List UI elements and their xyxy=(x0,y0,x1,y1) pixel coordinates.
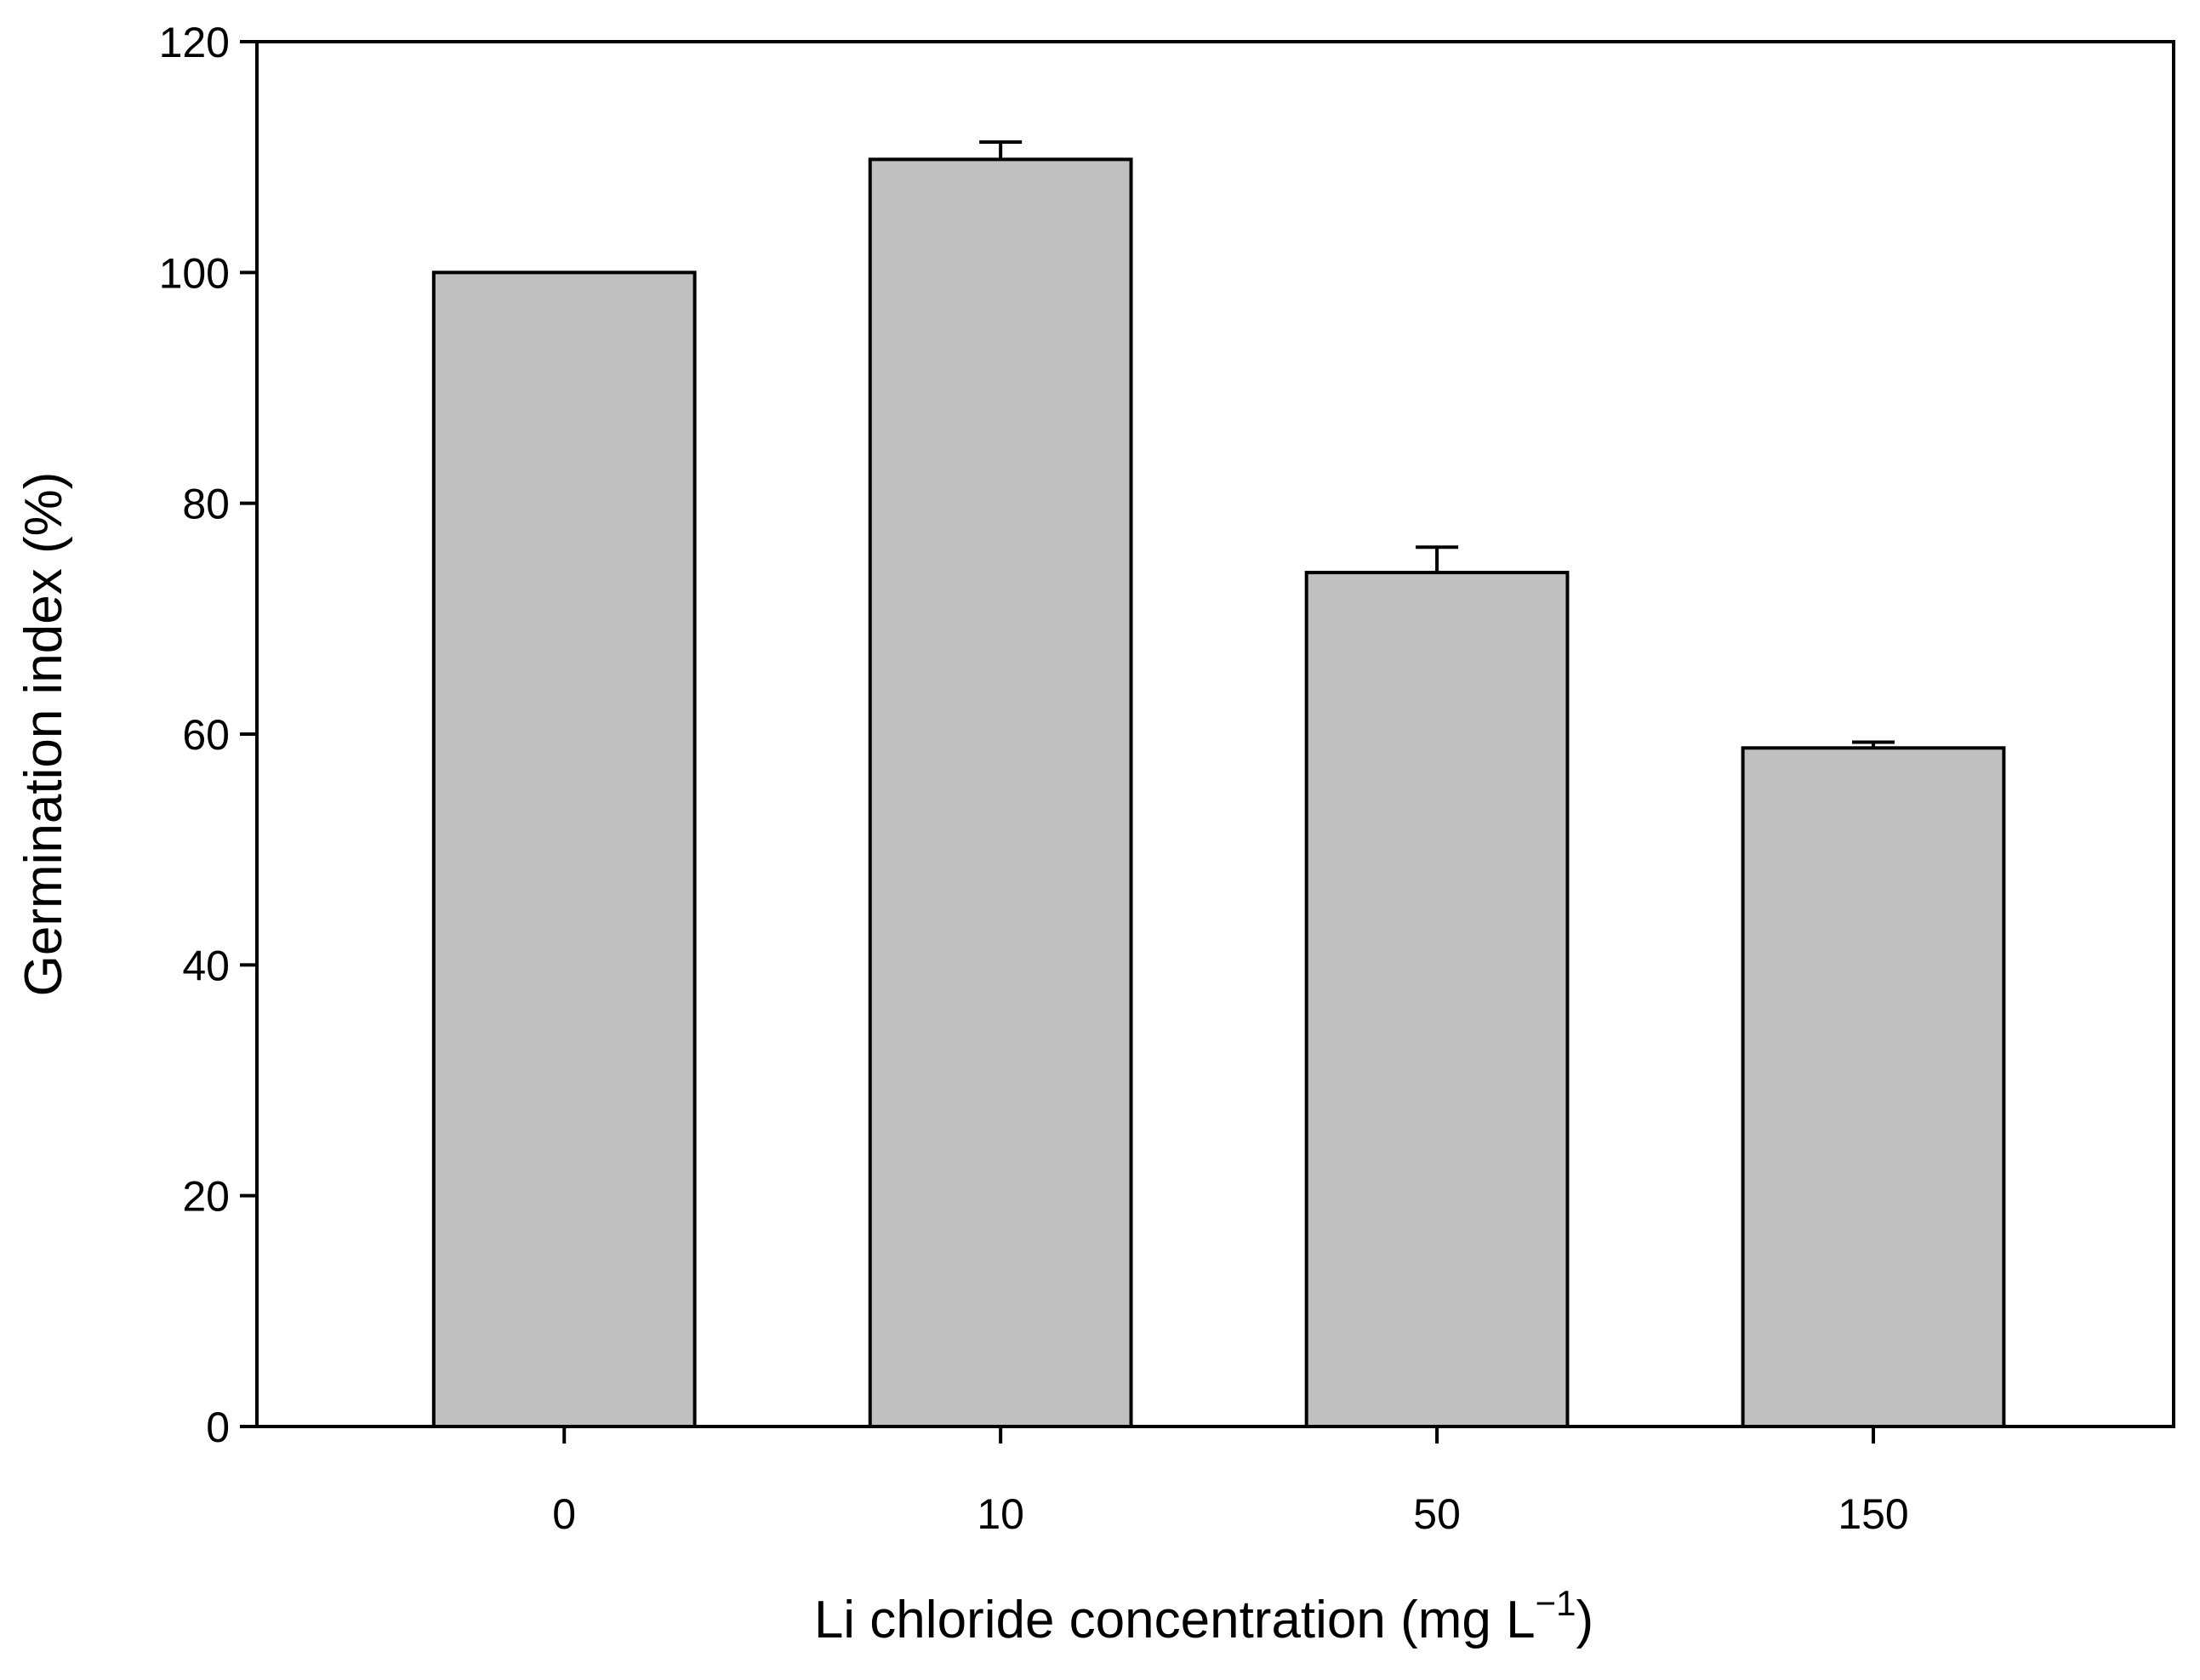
bar xyxy=(431,271,697,1428)
y-tick-label: 100 xyxy=(159,249,230,297)
error-bar xyxy=(1416,545,1459,573)
y-tick-label: 40 xyxy=(182,942,230,989)
error-bar xyxy=(1852,740,1895,749)
y-axis-label: Germination index (%) xyxy=(14,472,73,997)
plot-frame xyxy=(255,40,2175,1428)
y-tick-label: 120 xyxy=(159,19,230,66)
x-axis-label-main: Li chloride concentration (mg L xyxy=(814,1591,1536,1649)
y-tick-label: 60 xyxy=(182,711,230,759)
x-tick-label: 50 xyxy=(1413,1490,1461,1538)
x-axis-label-sup: −1 xyxy=(1536,1583,1576,1623)
bar xyxy=(868,157,1133,1428)
x-axis-label: Li chloride concentration (mg L−1) xyxy=(814,1583,1593,1649)
x-tick-label: 0 xyxy=(552,1490,576,1538)
y-tick-label: 80 xyxy=(182,481,230,528)
bar xyxy=(1741,746,2006,1428)
error-bar xyxy=(979,140,1023,160)
x-tick-label: 150 xyxy=(1838,1490,1908,1538)
x-tick-label: 10 xyxy=(977,1490,1024,1538)
y-tick-label: 20 xyxy=(182,1173,230,1221)
x-axis-label-end: ) xyxy=(1576,1591,1594,1649)
bar xyxy=(1304,571,1570,1428)
y-tick-label: 0 xyxy=(206,1404,230,1451)
